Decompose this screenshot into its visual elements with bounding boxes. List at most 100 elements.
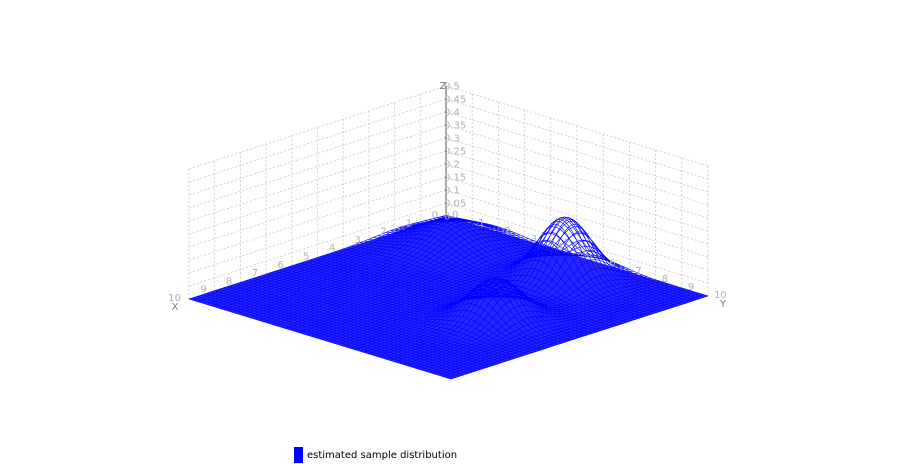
- surface-line-y: [254, 226, 512, 320]
- surface-line-y: [280, 242, 538, 328]
- surface-line-y: [289, 245, 547, 330]
- grid-line-z-left-wall: [188, 111, 447, 196]
- surface-line-y: [236, 218, 495, 314]
- y-tick-label: 1: [478, 218, 484, 229]
- surface-line-y: [354, 218, 613, 350]
- surface-line-y: [202, 218, 460, 304]
- surface-line-y: [372, 250, 630, 356]
- grid-line-z-left-wall: [188, 150, 447, 235]
- surface-line-y: [394, 277, 652, 362]
- surface-line-y: [450, 295, 709, 380]
- legend-label: estimated sample distribution: [307, 449, 458, 461]
- surface-line-y: [398, 279, 656, 364]
- y-tick-label: 7: [635, 266, 641, 277]
- grid-line-z-left-wall: [188, 98, 447, 183]
- surface-line-y: [302, 249, 560, 334]
- grid-line-z-left-wall: [188, 202, 447, 287]
- axes: 00.050.10.150.20.250.30.350.40.450.50123…: [168, 81, 727, 313]
- surface-line-y: [271, 238, 530, 325]
- grid-line-z-right-wall: [445, 124, 709, 206]
- x-tick-label: 8: [226, 276, 232, 287]
- grid-line-z-left-wall: [188, 137, 447, 222]
- surface-line-y: [363, 231, 621, 353]
- x-axis-title: X: [172, 302, 179, 313]
- z-tick-label: 0.3: [444, 134, 460, 145]
- grid-line-z-left-wall: [188, 176, 447, 261]
- y-tick-label: 6: [609, 258, 615, 269]
- grid-line-z-left-wall: [188, 124, 447, 209]
- y-tick-label: 2: [504, 226, 510, 237]
- surface-line-y: [402, 280, 661, 365]
- z-tick-label: 0.2: [444, 160, 460, 171]
- surface-line-y: [376, 259, 634, 357]
- y-axis-title: Y: [719, 299, 727, 310]
- legend: estimated sample distribution: [294, 447, 457, 463]
- surface-line-y: [385, 274, 643, 360]
- surface-line-y: [228, 218, 486, 312]
- surface-line-y: [442, 293, 700, 377]
- z-axis-title: Z: [440, 81, 447, 92]
- surface-line-y: [193, 216, 451, 301]
- surface-line-y: [284, 243, 543, 329]
- surface-line-y: [415, 285, 674, 369]
- y-tick-label: 10: [714, 290, 727, 301]
- x-tick-label: 1: [406, 218, 412, 229]
- x-tick-label: 6: [277, 260, 283, 271]
- z-tick-label: 0.4: [444, 108, 460, 119]
- surface-line-y: [223, 218, 481, 310]
- z-tick-label: 0.25: [444, 147, 466, 158]
- x-tick-label: 4: [329, 243, 335, 254]
- z-tick-label: 0: [444, 212, 450, 223]
- y-tick-label: 0: [452, 210, 458, 221]
- surface-line-y: [350, 216, 608, 349]
- surface-line-y: [263, 232, 521, 322]
- surface-line-y: [429, 289, 687, 373]
- y-tick-label: 4: [557, 242, 563, 253]
- surface-line-y: [315, 253, 573, 338]
- surface-mesh: [188, 215, 709, 380]
- legend-swatch: [294, 447, 303, 463]
- z-tick-label: 0.35: [444, 121, 466, 132]
- y-tick-label: 8: [662, 274, 668, 285]
- grid-line-z-left-wall: [188, 189, 447, 274]
- x-tick-label: 5: [303, 252, 309, 263]
- surface-line-y: [433, 290, 691, 374]
- surface-line-y: [389, 276, 647, 361]
- surface-line-y: [319, 251, 578, 340]
- surface-line-y: [367, 240, 626, 354]
- surface-line-y: [381, 267, 639, 358]
- z-tick-label: 0.45: [444, 95, 466, 106]
- surface-line-y: [324, 246, 582, 341]
- surface-line-y: [245, 220, 503, 317]
- x-tick-label: 0: [432, 210, 438, 221]
- x-tick-label: 9: [200, 285, 206, 296]
- z-tick-label: 0.1: [444, 186, 460, 197]
- grid-line-z-right-wall: [445, 176, 709, 258]
- surface-line-y: [437, 291, 695, 376]
- surface-line-y: [424, 287, 682, 372]
- y-tick-label: 9: [688, 282, 694, 293]
- surface-line-y: [241, 219, 499, 316]
- grid-line-z-left-wall: [188, 85, 447, 170]
- z-tick-label: 0.05: [444, 199, 466, 210]
- x-tick-label: 7: [252, 268, 258, 279]
- surface-line-y: [258, 229, 516, 321]
- surface-line-y: [188, 215, 447, 300]
- surface-line-y: [293, 246, 551, 332]
- y-tick-label: 3: [531, 234, 537, 245]
- surface-line-y: [250, 223, 508, 318]
- surface-line-y: [276, 240, 534, 326]
- surface-line-y: [420, 286, 678, 370]
- x-tick-label: 3: [355, 235, 361, 246]
- surface-line-y: [232, 217, 490, 313]
- surface-line-y: [411, 283, 669, 368]
- x-tick-label: 10: [168, 293, 181, 304]
- surface-line-y: [298, 248, 556, 333]
- surface-line-y: [407, 282, 665, 366]
- z-tick-label: 0.15: [444, 173, 466, 184]
- surface-line-y: [446, 294, 704, 378]
- surface-line-y: [197, 217, 455, 302]
- grid-line-z-left-wall: [188, 163, 447, 248]
- surface-line-y: [341, 220, 599, 346]
